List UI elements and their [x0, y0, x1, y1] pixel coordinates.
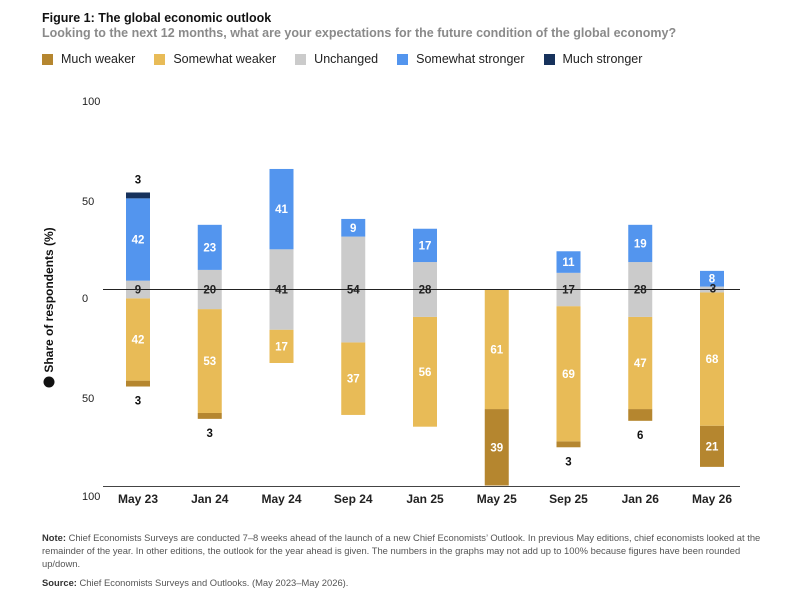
data-label: 17: [419, 240, 432, 252]
y-axis-title-group: Share of respondents (%): [42, 227, 56, 388]
bar-segment-much-weaker: [628, 409, 653, 421]
data-label: 17: [562, 285, 575, 297]
bar-segment-somewhat-stronger: [628, 224, 653, 263]
x-tick-label: May 26: [692, 492, 732, 506]
figure-subtitle: Looking to the next 12 months, what are …: [42, 26, 677, 40]
data-label: 47: [634, 358, 647, 370]
legend-swatch: [397, 53, 409, 65]
bar-segment-somewhat-stronger: [197, 224, 222, 270]
y-tick-label: 100: [82, 96, 100, 108]
bar-segment-somewhat-weaker: [341, 342, 366, 415]
legend-item-somewhat-weaker: Somewhat weaker: [154, 52, 276, 66]
data-label: 41: [275, 285, 288, 297]
data-label: 3: [565, 456, 571, 468]
bar-segment-somewhat-stronger: [269, 168, 294, 250]
legend-item-somewhat-stronger: Somewhat stronger: [397, 52, 525, 66]
note-text: Chief Economists Surveys are conducted 7…: [42, 532, 761, 569]
figure-source: Source: Chief Economists Surveys and Out…: [42, 577, 348, 588]
data-label: 3: [207, 428, 213, 440]
data-label: 54: [347, 285, 360, 297]
legend-label: Much stronger: [562, 52, 643, 66]
chart-plot: 100 50 0 50 100 Share of respondents (%) 42 42 9…: [42, 96, 740, 506]
legend-swatch: [154, 53, 166, 65]
bar-segment-somewhat-weaker: [269, 329, 294, 363]
data-label: 17: [275, 341, 288, 353]
data-label: 9: [350, 223, 356, 235]
bar-segment-somewhat-weaker: [197, 309, 222, 413]
data-label: 42: [132, 334, 145, 346]
info-icon: [43, 376, 55, 388]
data-label: 37: [347, 374, 360, 386]
data-label: 53: [203, 356, 216, 368]
y-axis-title: Share of respondents (%): [42, 227, 56, 372]
bar-segment-much-weaker: [197, 412, 222, 419]
data-label: 6: [637, 430, 643, 442]
data-label: 68: [706, 354, 719, 366]
bar-segment-somewhat-weaker: [700, 292, 724, 426]
x-tick-label: May 24: [261, 492, 301, 506]
legend-item-much-weaker: Much weaker: [42, 52, 135, 66]
x-tick-label: Sep 24: [334, 492, 373, 506]
bar-segment-somewhat-stronger: [700, 270, 724, 287]
x-tick-label: Jan 26: [622, 492, 660, 506]
legend-label: Unchanged: [314, 52, 379, 66]
bar-segment-somewhat-weaker: [126, 298, 150, 381]
x-tick-label: Jan 24: [191, 492, 229, 506]
legend-item-unchanged: Unchanged: [295, 52, 378, 66]
bar-segment-somewhat-weaker: [484, 289, 509, 410]
data-label: 3: [135, 396, 141, 408]
data-label: 61: [490, 344, 503, 356]
data-label: 20: [203, 285, 216, 297]
note-label: Note:: [42, 532, 66, 543]
y-tick-label: 50: [82, 196, 94, 208]
bar-segment-somewhat-weaker: [628, 316, 653, 410]
legend-swatch: [543, 53, 555, 65]
bar-segment-much-weaker: [126, 380, 150, 387]
bar-segment-somewhat-stronger: [126, 198, 150, 281]
chart-legend: Much weaker Somewhat weaker Unchanged Somew…: [42, 52, 661, 66]
data-label: 42: [132, 235, 145, 247]
legend-swatch: [42, 53, 53, 65]
bar-segment-much-stronger: [126, 192, 150, 199]
x-tick-label: Jan 25: [406, 492, 444, 506]
bar-segment-much-weaker: [484, 409, 509, 486]
data-label: 8: [709, 274, 716, 286]
bar-segment-somewhat-stronger: [341, 218, 366, 237]
legend-label: Somewhat weaker: [173, 52, 277, 66]
data-label: 69: [562, 369, 575, 381]
data-label: 28: [634, 285, 647, 297]
legend-item-much-stronger: Much stronger: [543, 52, 643, 66]
data-label: 19: [634, 238, 647, 250]
data-label: 28: [419, 285, 432, 297]
data-label: 56: [419, 367, 432, 379]
source-text: Chief Economists Surveys and Outlooks. (…: [76, 577, 349, 588]
source-label: Source:: [42, 577, 77, 588]
y-tick-label: 50: [82, 393, 94, 405]
bar-segment-much-weaker: [700, 425, 724, 467]
x-tick-label: Sep 25: [549, 492, 588, 506]
legend-label: Much weaker: [61, 52, 136, 66]
data-label: 23: [203, 242, 216, 254]
x-tick-label: May 23: [118, 492, 158, 506]
bar-segment-somewhat-stronger: [413, 228, 437, 263]
bar-segment-much-weaker: [556, 441, 581, 448]
figure-note: Note: Chief Economists Surveys are condu…: [42, 531, 762, 570]
data-label: 3: [135, 174, 141, 186]
data-label: 11: [562, 257, 575, 269]
bar-segment-somewhat-stronger: [556, 251, 581, 273]
data-label: 9: [135, 285, 141, 297]
bar-segment-somewhat-weaker: [556, 306, 581, 442]
legend-swatch: [295, 53, 307, 65]
legend-label: Somewhat stronger: [416, 52, 525, 66]
x-tick-label: May 25: [477, 492, 517, 506]
bar-segment-somewhat-weaker: [413, 316, 437, 427]
figure-title: Figure 1: The global economic outlook: [42, 11, 272, 25]
y-tick-label: 0: [82, 293, 88, 305]
y-tick-label: 100: [82, 491, 100, 503]
data-label: 41: [275, 204, 288, 216]
data-label: 21: [706, 441, 719, 453]
data-label: 39: [490, 442, 503, 454]
